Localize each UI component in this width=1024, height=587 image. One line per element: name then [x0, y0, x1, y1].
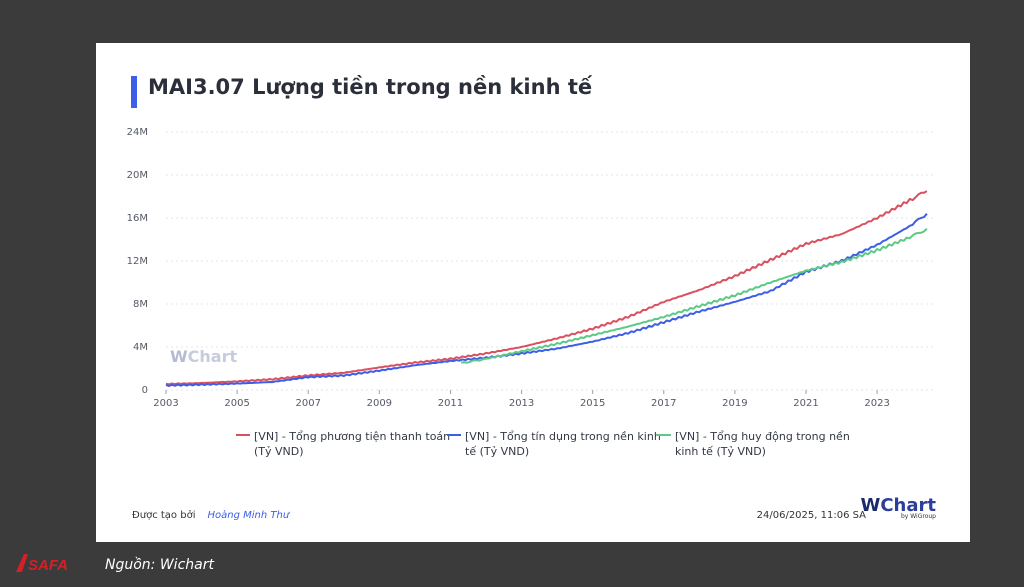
x-tick-label: 2005 [224, 398, 249, 409]
y-tick-label: 12M [127, 256, 148, 267]
x-tick-label: 2021 [793, 398, 818, 409]
legend-label-line2: (Tỷ VND) [254, 445, 304, 458]
y-tick-label: 16M [127, 213, 148, 224]
legend-item-series-1[interactable]: [VN] - Tổng phương tiện thanh toán (Tỷ V… [236, 429, 450, 459]
created-date: 24/06/2025, 11:06 SA [756, 510, 866, 521]
x-tick-label: 2011 [438, 398, 463, 409]
legend-label-line2: tế (Tỷ VND) [465, 445, 530, 458]
x-tick-label: 2015 [580, 398, 605, 409]
wichart-logo[interactable]: WChart by WiGroup [860, 495, 936, 520]
legend-item-series-2[interactable]: [VN] - Tổng tín dụng trong nền kinh tế (… [447, 429, 661, 459]
legend-label-line2: kinh tế (Tỷ VND) [675, 445, 766, 458]
logo-by-text: by WiGroup [900, 513, 936, 520]
x-tick-label: 2019 [722, 398, 747, 409]
x-tick-label: 2017 [651, 398, 676, 409]
created-by: Được tạo bởi Hoàng Minh Thư [132, 510, 289, 521]
author-link[interactable]: Hoàng Minh Thư [207, 510, 290, 521]
title-accent-bar [131, 76, 137, 108]
x-tick-label: 2023 [864, 398, 889, 409]
y-tick-label: 4M [133, 342, 148, 353]
legend-swatch [657, 434, 671, 436]
legend-swatch [447, 434, 461, 436]
x-tick-label: 2009 [367, 398, 392, 409]
legend-label: [VN] - Tổng phương tiện thanh toán [254, 430, 451, 443]
created-by-label: Được tạo bởi [132, 510, 196, 521]
y-tick-label: 20M [127, 170, 148, 181]
chart-card: MAI3.07 Lượng tiền trong nền kinh tế 0 4M… [96, 43, 970, 542]
svg-text:SAFA: SAFA [28, 557, 68, 574]
y-tick-label: 8M [133, 299, 148, 310]
legend-label: [VN] - Tổng tín dụng trong nền kinh [465, 430, 661, 443]
chart-title: MAI3.07 Lượng tiền trong nền kinh tế [148, 75, 593, 99]
series-line-2 [165, 213, 928, 387]
legend-swatch [236, 434, 250, 436]
legend-label: [VN] - Tổng huy động trong nền [675, 430, 850, 443]
x-tick-label: 2003 [153, 398, 178, 409]
x-tick-label: 2013 [509, 398, 534, 409]
x-tick-label: 2007 [295, 398, 320, 409]
wichart-watermark: WChart [170, 347, 238, 366]
y-tick-label: 24M [127, 127, 148, 138]
source-note: Nguồn: Wichart [105, 557, 214, 573]
legend-item-series-3[interactable]: [VN] - Tổng huy động trong nền kinh tế (… [657, 429, 850, 459]
safa-logo: SAFA [16, 554, 68, 574]
series-line-3 [461, 228, 928, 364]
y-tick-label: 0 [142, 385, 148, 396]
chart-plot: 0 4M 8M 12M 16M 20M 24M 2003 2005 2007 2009 2011 201… [127, 127, 934, 409]
series-line-1 [165, 190, 928, 386]
